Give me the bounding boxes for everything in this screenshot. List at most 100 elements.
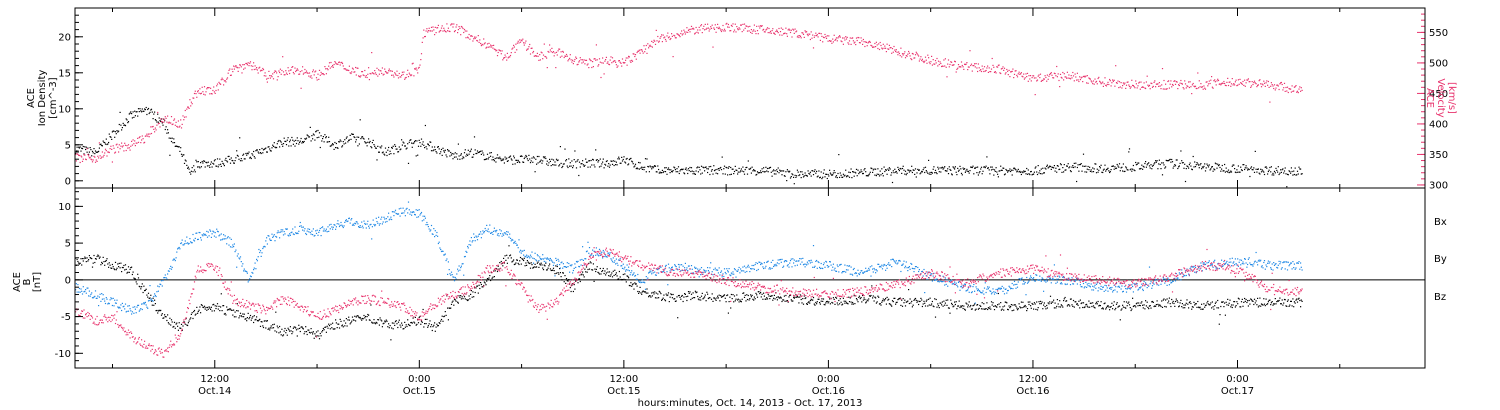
data-point-series-1 — [986, 67, 988, 69]
data-point-Bx — [104, 264, 106, 266]
data-point-Bx — [366, 316, 368, 318]
data-point-Bx — [394, 321, 397, 323]
data-point-series-0 — [92, 152, 94, 154]
data-point-Bx — [1268, 299, 1270, 301]
data-point-series-0 — [454, 152, 456, 154]
data-point-series-0 — [1036, 173, 1039, 176]
data-point-series-0 — [1175, 159, 1177, 161]
data-point-Bx — [164, 316, 166, 318]
data-point-series-0 — [964, 171, 966, 173]
data-point-series-1 — [1031, 77, 1033, 79]
data-point-series-1 — [259, 66, 261, 68]
data-point-series-0 — [561, 166, 563, 169]
data-point-series-1 — [331, 66, 333, 68]
data-point-series-0 — [273, 142, 275, 144]
data-point-series-0 — [314, 139, 316, 141]
data-point-series-1 — [738, 27, 740, 29]
data-point-Bx — [642, 290, 644, 292]
data-point-series-0 — [783, 175, 785, 177]
data-point-series-1 — [580, 59, 582, 61]
data-point-series-0 — [1220, 170, 1222, 172]
data-point-series-0 — [204, 166, 206, 168]
data-point-Bx — [1171, 298, 1173, 301]
data-point-Bx — [357, 315, 359, 317]
data-point-series-1 — [85, 158, 87, 160]
data-point-Bx — [833, 298, 835, 300]
data-point-Bx — [1098, 305, 1100, 307]
data-point-series-1 — [316, 79, 318, 81]
data-point-series-1 — [1194, 86, 1196, 88]
data-point-series-1 — [1137, 85, 1139, 87]
data-point-series-0 — [433, 149, 435, 151]
data-point-series-1 — [213, 91, 215, 93]
data-point-series-0 — [1108, 170, 1110, 172]
data-point-Bx — [1273, 303, 1275, 305]
data-point-series-1 — [210, 93, 212, 95]
data-point-Bx — [470, 293, 472, 295]
data-point-series-0 — [1167, 160, 1169, 162]
data-point-series-1 — [176, 125, 178, 127]
data-point-Bx — [127, 271, 129, 273]
data-point-series-0 — [150, 108, 153, 110]
data-point-series-0 — [1228, 172, 1230, 174]
data-point-series-0 — [844, 174, 846, 176]
data-point-series-1 — [255, 68, 257, 70]
data-point-series-0 — [680, 169, 682, 171]
data-point-Bx — [701, 292, 703, 294]
data-point-Bx — [566, 280, 568, 282]
data-point-series-1 — [601, 62, 603, 64]
data-point-series-1 — [1076, 72, 1078, 74]
data-point-series-0 — [300, 137, 302, 140]
data-point-Bx — [222, 305, 224, 307]
data-point-Bx — [671, 294, 673, 296]
data-point-series-1 — [1140, 81, 1142, 83]
data-point-Bx — [941, 304, 943, 306]
y-tick-label: 450 — [1429, 89, 1448, 100]
data-point-Bx — [1225, 301, 1227, 303]
data-point-series-0 — [492, 156, 494, 158]
data-point-Bx — [934, 316, 937, 318]
data-point-Bx — [1287, 299, 1289, 301]
data-point-series-0 — [229, 162, 232, 164]
data-point-Bx — [832, 302, 834, 304]
data-point-Bx — [655, 292, 657, 294]
data-point-series-0 — [322, 136, 324, 138]
data-point-series-0 — [370, 146, 372, 148]
data-point-series-0 — [843, 175, 845, 177]
data-point-series-0 — [253, 150, 255, 153]
data-point-Bx — [537, 261, 539, 263]
data-point-Bx — [540, 262, 542, 264]
data-point-Bx — [96, 255, 98, 258]
data-point-By — [86, 287, 88, 289]
data-point-series-1 — [496, 49, 498, 51]
data-point-series-0 — [76, 146, 78, 148]
data-point-series-0 — [367, 141, 369, 143]
data-point-Bx — [167, 314, 169, 316]
data-point-series-0 — [967, 170, 969, 173]
data-point-series-1 — [91, 159, 93, 161]
data-point-series-1 — [1221, 83, 1223, 85]
data-point-series-1 — [1301, 89, 1303, 91]
data-point-Bx — [790, 299, 792, 301]
data-point-Bx — [1099, 305, 1101, 307]
data-point-series-1 — [1207, 85, 1209, 87]
data-point-Bx — [644, 291, 646, 293]
data-point-series-1 — [539, 54, 541, 56]
data-point-series-0 — [104, 143, 107, 145]
data-point-series-0 — [832, 174, 834, 176]
data-point-series-0 — [457, 143, 459, 145]
data-point-series-0 — [695, 170, 697, 172]
data-point-Bx — [835, 297, 838, 299]
data-point-series-1 — [1226, 81, 1228, 83]
data-point-series-1 — [858, 42, 861, 44]
data-point-Bx — [89, 257, 91, 259]
data-point-series-1 — [894, 49, 896, 51]
data-point-Bx — [202, 306, 204, 308]
data-point-series-0 — [879, 170, 881, 172]
data-point-Bx — [924, 302, 926, 304]
data-point-series-1 — [1158, 82, 1160, 84]
data-point-series-0 — [592, 159, 594, 161]
data-point-series-1 — [362, 74, 364, 76]
data-point-series-0 — [823, 169, 825, 171]
data-point-series-0 — [965, 170, 967, 172]
